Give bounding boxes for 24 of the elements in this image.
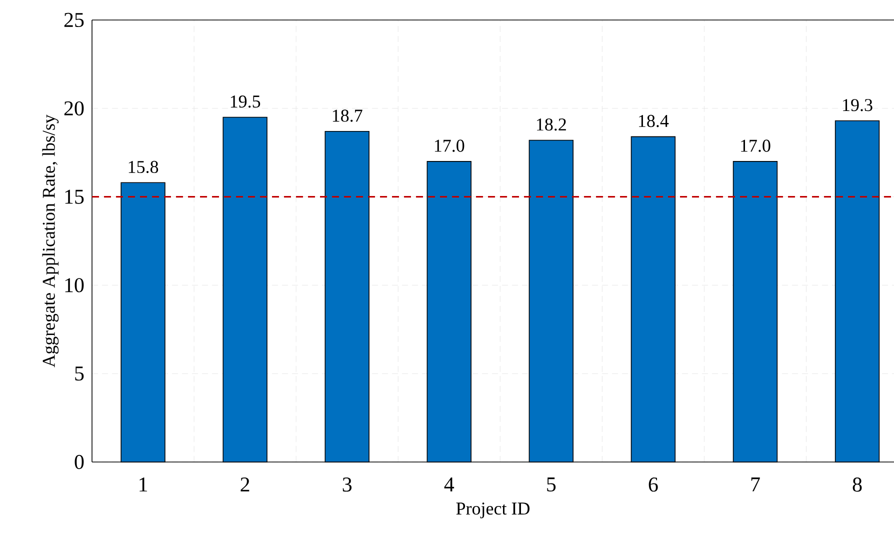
data-label: 19.5: [230, 96, 260, 108]
y-tick-label: 5: [75, 366, 84, 381]
y-tick-label: 20: [64, 101, 84, 116]
data-label: 19.3: [843, 99, 872, 112]
x-tick-label: 7: [751, 478, 760, 492]
y-tick-label: 10: [65, 278, 84, 292]
x-tick-label: 6: [648, 478, 658, 492]
x-tick-label: 4: [444, 478, 454, 492]
x-tick-label: 5: [547, 478, 556, 492]
x-tick-label: 3: [342, 478, 352, 492]
data-label: 18.4: [639, 114, 669, 128]
x-tick-label: 1: [140, 478, 148, 492]
x-axis-title: Project ID: [456, 502, 530, 518]
data-label: 18.2: [536, 118, 566, 131]
x-tick-label: 8: [852, 478, 862, 492]
data-label: 17.0: [741, 140, 770, 152]
data-label: 18.7: [332, 110, 362, 122]
data-label: 15.8: [128, 160, 158, 174]
y-axis-title: Aggregate Application Rate, lbs/sy: [42, 114, 59, 368]
data-label: 17.0: [434, 140, 464, 152]
x-tick-label: 2: [240, 478, 250, 492]
y-tick-label: 0: [74, 454, 84, 470]
y-tick-label: 25: [64, 12, 84, 28]
y-tick-label: 15: [65, 190, 84, 204]
